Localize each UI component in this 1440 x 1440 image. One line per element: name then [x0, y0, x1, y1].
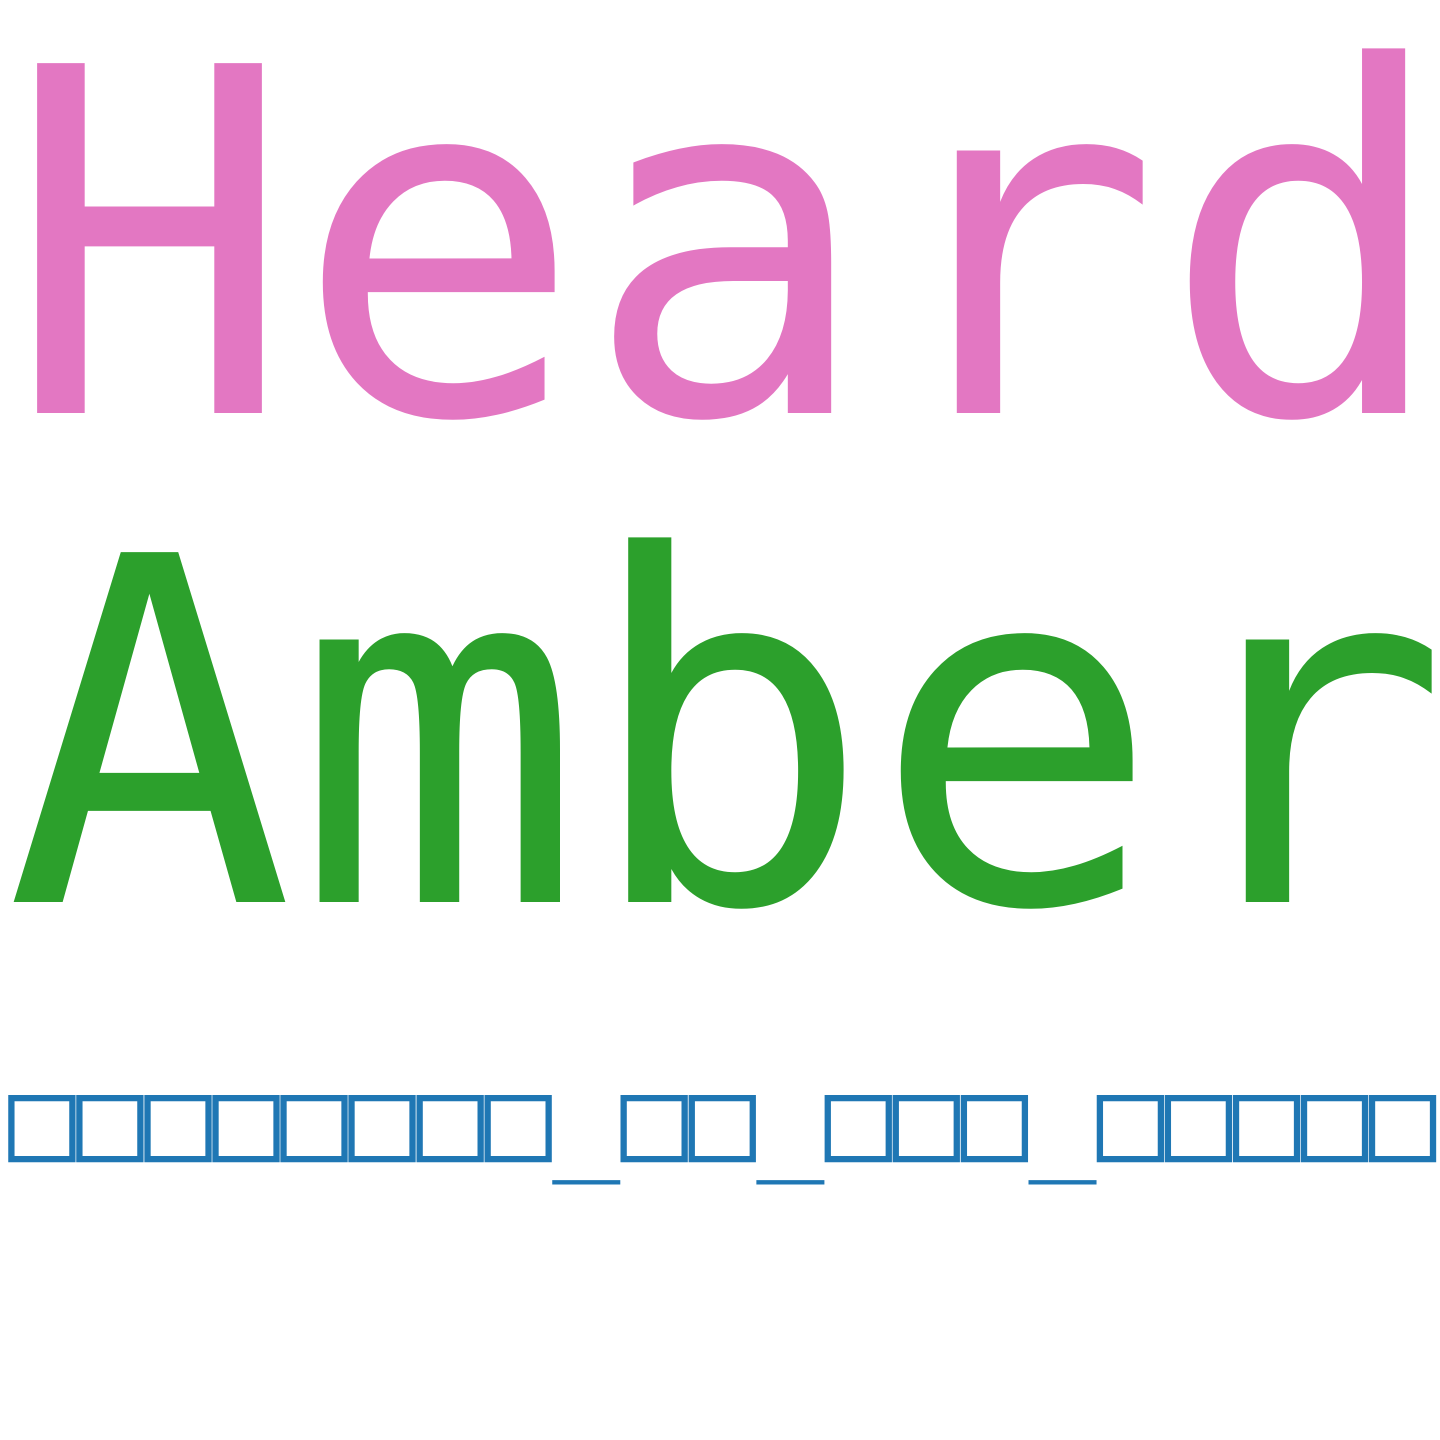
- word: Amber: [5, 457, 1440, 1016]
- word: □□□□□□□□_□□_□□□_□□□□□: [8, 1053, 1437, 1185]
- word: Heard: [5, 0, 1440, 527]
